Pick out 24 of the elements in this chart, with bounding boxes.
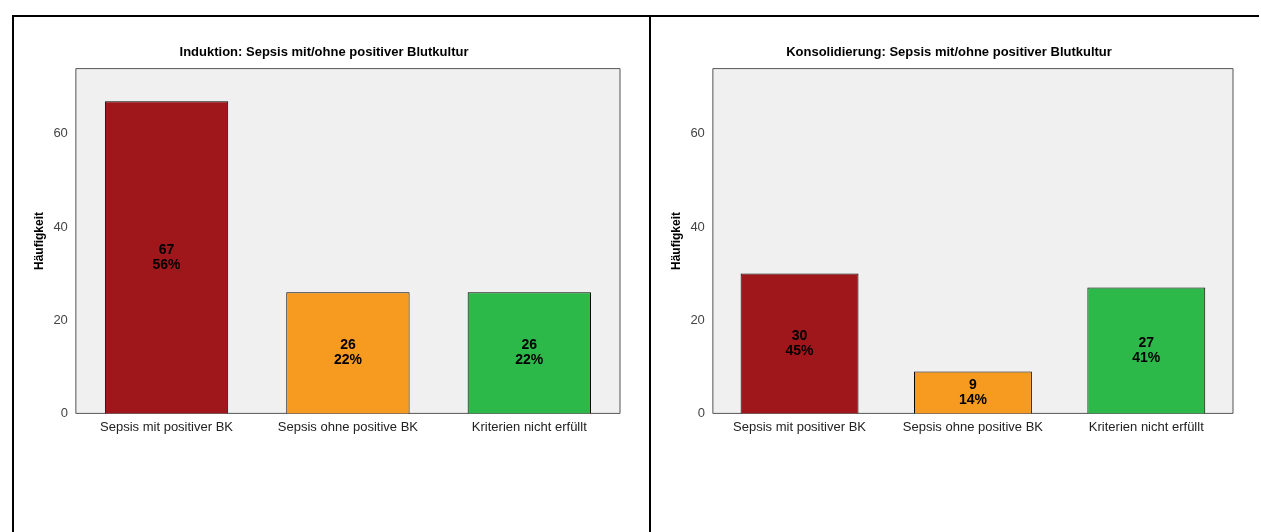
data-label: 26 22% — [333, 336, 363, 368]
y-tick-label: 60 — [53, 125, 68, 141]
data-label: 27 41% — [1132, 333, 1161, 365]
x-tick-label: Sepsis ohne positive BK — [277, 418, 419, 434]
x-tick-label: Sepsis mit positiver BK — [733, 418, 867, 434]
y-tick-label: 20 — [690, 311, 705, 327]
chart-title: Induktion: Sepsis mit/ohne positiver Blutkultur — [179, 44, 469, 60]
y-tick-label: 60 — [690, 125, 705, 141]
y-tick-label: 0 — [697, 404, 705, 420]
data-label: 9 14% — [958, 375, 988, 407]
y-tick-label: 0 — [60, 404, 68, 420]
y-tick-label: 40 — [53, 218, 68, 234]
y-axis-title: Häufigkeit — [31, 211, 46, 271]
y-tick-label: 40 — [690, 218, 705, 234]
x-tick-label: Kriterien nicht erfüllt — [1088, 418, 1205, 434]
x-tick-label: Kriterien nicht erfüllt — [471, 418, 588, 434]
x-tick-label: Sepsis ohne positive BK — [902, 418, 1044, 434]
data-label: 67 56% — [152, 240, 182, 272]
y-axis-title: Häufigkeit — [668, 211, 683, 271]
y-tick-label: 20 — [53, 311, 68, 327]
chart-title: Konsolidierung: Sepsis mit/ohne positiver Blutkultur — [786, 44, 1112, 60]
data-label: 30 45% — [785, 326, 815, 358]
data-label: 26 22% — [515, 336, 544, 368]
x-tick-label: Sepsis mit positiver BK — [100, 418, 234, 434]
